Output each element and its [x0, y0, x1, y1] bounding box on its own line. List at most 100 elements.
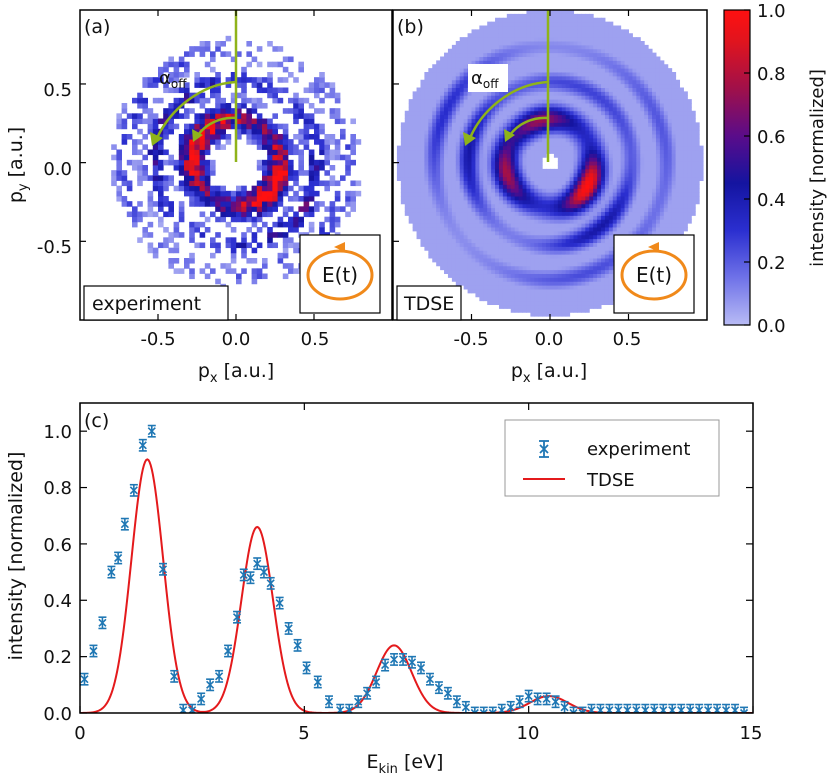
heatmap-cell-a	[267, 144, 273, 150]
heatmap-cell-b	[495, 48, 500, 54]
heatmap-cell-a	[210, 56, 216, 63]
heatmap-cell-b	[561, 289, 567, 294]
heatmap-cell-b	[420, 87, 425, 92]
heatmap-cell-b	[589, 56, 594, 61]
heatmap-cell-b	[550, 72, 555, 77]
heatmap-cell-b	[616, 122, 622, 127]
heatmap-cell-b	[463, 242, 469, 247]
heatmap-cell-b	[620, 207, 626, 213]
heatmap-cell-b	[593, 184, 598, 189]
alpha-arrow-inner-head-a	[192, 129, 203, 142]
heatmap-cell-b	[518, 258, 524, 263]
heatmap-cell-b	[467, 238, 472, 244]
heatmap-cell-b	[601, 230, 606, 236]
heatmap-cell-b	[518, 246, 524, 251]
heatmap-cell-b	[498, 227, 504, 232]
heatmap-cell-a	[230, 196, 237, 202]
heatmap-cell-b	[522, 103, 527, 108]
heatmap-cell-a	[303, 128, 310, 135]
heatmap-cell-b	[444, 72, 449, 77]
heatmap-cell-a	[262, 258, 268, 264]
heatmap-cell-b	[538, 199, 543, 205]
heatmap-cell-b	[577, 33, 582, 38]
heatmap-cell-b	[577, 165, 582, 170]
heatmap-cell-b	[522, 269, 527, 275]
heatmap-cell-b	[565, 60, 571, 65]
heatmap-cell-b	[444, 68, 449, 73]
heatmap-cell-b	[577, 281, 582, 286]
heatmap-cell-b	[612, 137, 618, 143]
heatmap-cell-a	[314, 134, 320, 140]
heatmap-cell-b	[553, 273, 559, 278]
heatmap-cell-a	[147, 123, 154, 130]
heatmap-cell-b	[581, 219, 586, 224]
heatmap-cell-b	[530, 285, 535, 290]
heatmap-cell-b	[565, 48, 571, 54]
heatmap-cell-b	[408, 203, 414, 209]
heatmap-cell-a	[241, 123, 247, 130]
heatmap-cell-b	[404, 180, 410, 185]
heatmap-cell-b	[616, 161, 622, 166]
heatmap-cell-b	[522, 68, 527, 73]
heatmap-cell-b	[416, 211, 421, 216]
heatmap-cell-b	[585, 126, 590, 131]
heatmap-cell-b	[604, 184, 610, 189]
heatmap-cell-b	[487, 281, 492, 286]
heatmap-cell-a	[215, 144, 221, 150]
heatmap-cell-a	[142, 134, 148, 140]
heatmap-cell-a	[111, 154, 117, 161]
heatmap-cell-a	[142, 108, 148, 114]
heatmap-cell-b	[526, 157, 531, 162]
heatmap-cell-a	[210, 113, 216, 119]
heatmap-cell-b	[530, 134, 535, 139]
heatmap-cell-a	[319, 221, 325, 228]
heatmap-cell-a	[256, 97, 263, 104]
heatmap-cell-b	[487, 48, 492, 54]
heatmap-cell-b	[612, 180, 618, 185]
heatmap-cell-b	[498, 41, 504, 46]
heatmap-cell-b	[444, 91, 449, 96]
heatmap-cell-a	[308, 221, 315, 228]
heatmap-cell-b	[447, 234, 453, 240]
heatmap-cell-b	[404, 153, 410, 158]
heatmap-cell-b	[553, 21, 559, 27]
heatmap-cell-a	[293, 190, 299, 197]
heatmap-cell-b	[550, 234, 555, 240]
heatmap-cell-a	[204, 139, 211, 145]
heatmap-cell-a	[178, 180, 185, 187]
heatmap-cell-b	[471, 265, 476, 271]
heatmap-cell-a	[324, 216, 330, 223]
heatmap-cell-b	[546, 285, 551, 290]
heatmap-cell-b	[522, 145, 527, 151]
heatmap-cell-b	[557, 199, 563, 205]
heatmap-cell-a	[204, 97, 211, 104]
heatmap-cell-b	[483, 292, 488, 298]
heatmap-cell-b	[526, 269, 531, 275]
heatmap-cell-a	[303, 196, 310, 202]
heatmap-cell-b	[628, 230, 633, 236]
heatmap-cell-b	[608, 172, 614, 178]
heatmap-cell-b	[447, 165, 453, 170]
heatmap-cell-b	[514, 176, 520, 181]
heatmap-cell-a	[137, 211, 143, 218]
heatmap-cell-b	[479, 168, 484, 174]
heatmap-cell-b	[620, 103, 626, 108]
heatmap-cell-b	[569, 110, 575, 116]
heatmap-cell-b	[593, 37, 598, 42]
heatmap-cell-b	[455, 103, 461, 108]
heatmap-cell-b	[628, 207, 633, 213]
heatmap-cell-b	[589, 261, 594, 267]
heatmap-cell-b	[573, 106, 578, 112]
heatmap-cell-b	[444, 153, 449, 158]
heatmap-cell-b	[561, 29, 567, 34]
heatmap-cell-b	[475, 99, 480, 104]
heatmap-cell-b	[585, 60, 590, 65]
heatmap-cell-b	[526, 238, 531, 244]
heatmap-cell-b	[589, 242, 594, 247]
heatmap-cell-b	[502, 300, 508, 306]
heatmap-cell-a	[334, 154, 341, 161]
heatmap-cell-b	[601, 289, 606, 294]
heatmap-cell-b	[581, 188, 586, 193]
heatmap-cell-a	[267, 139, 273, 145]
heatmap-cell-a	[256, 113, 263, 119]
